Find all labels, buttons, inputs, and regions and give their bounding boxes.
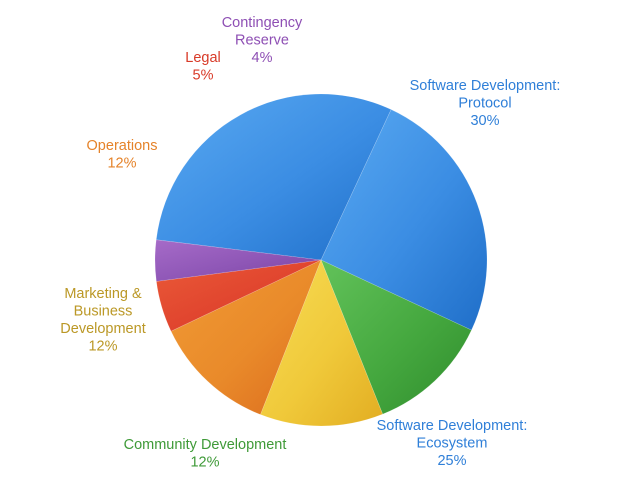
slice-percent-label: 5% [193,68,214,84]
slice-name-label: Software Development: [377,418,528,434]
pie-slice [170,259,322,415]
slice-percent-label: 12% [190,455,219,471]
pie-slice [260,259,384,427]
pie-slice [156,259,322,332]
slice-name-label: Marketing & [64,286,142,302]
pie-slice [154,239,322,282]
slice-name-label: Operations [87,138,158,154]
slice-percent-label: 25% [437,453,466,469]
slice-label: Legal 5% [185,50,220,84]
slice-label: Community Development 12% [124,437,287,471]
slice-label: Operations 12% [87,138,158,172]
slice-name-label: Development [60,321,145,337]
slice-name-label: Community Development [124,437,287,453]
slice-percent-label: 4% [252,50,273,66]
pie-slice [155,93,392,261]
slice-percent-label: 12% [88,339,117,355]
slice-name-label: Reserve [235,33,289,49]
slice-percent-label: 12% [107,156,136,172]
slice-name-label: Business [74,304,133,320]
slice-name-label: Ecosystem [417,436,488,452]
slice-name-label: Contingency [222,15,303,31]
pie-slice [320,109,488,331]
slice-name-label: Protocol [458,96,511,112]
slice-name-label: Software Development: [410,78,561,94]
slice-percent-label: 30% [470,113,499,129]
slice-name-label: Legal [185,50,220,66]
pie-slice [320,259,472,415]
